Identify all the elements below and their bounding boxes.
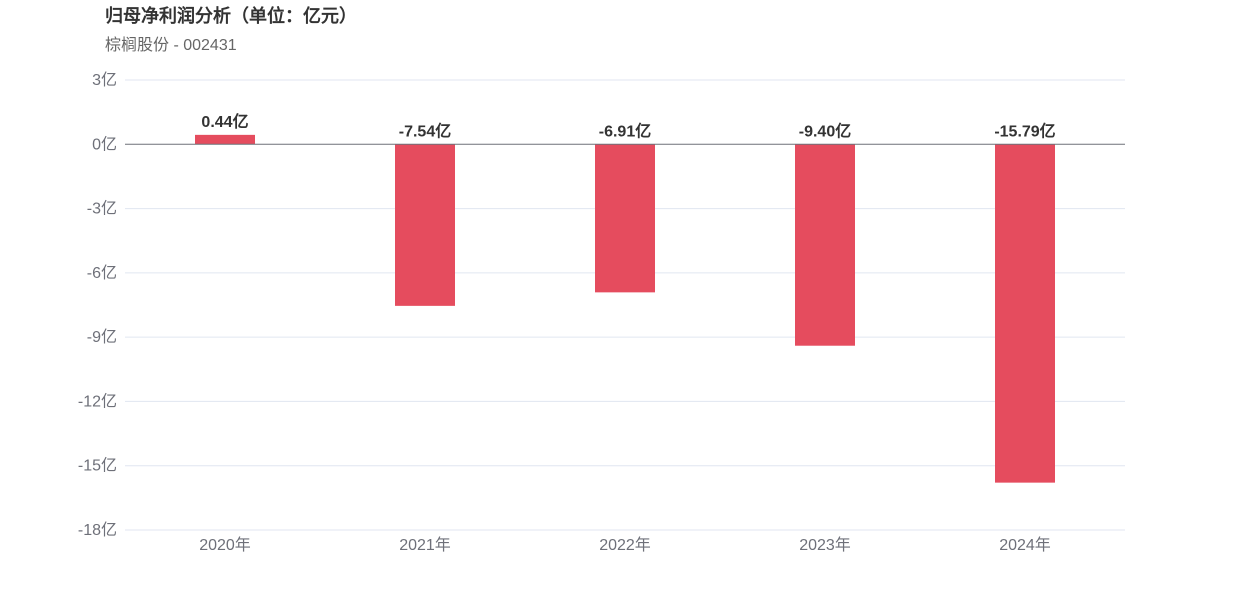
chart-title: 归母净利润分析（单位：亿元） bbox=[105, 6, 357, 26]
y-tick-label: 3亿 bbox=[92, 71, 117, 89]
bar-2021年[interactable] bbox=[395, 144, 455, 306]
grid-lines bbox=[125, 79, 1125, 531]
data-labels: 0.44亿 -7.54亿 -6.91亿 -9.40亿 -15.79亿 bbox=[201, 112, 1055, 140]
data-label: -6.91亿 bbox=[599, 121, 651, 140]
x-tick-label: 2022年 bbox=[599, 536, 651, 554]
bar-2020年[interactable] bbox=[195, 134, 255, 145]
data-label: 0.44亿 bbox=[201, 112, 248, 131]
y-tick-label: -18亿 bbox=[78, 521, 117, 539]
bar-2024年[interactable] bbox=[995, 144, 1055, 483]
data-label: -9.40亿 bbox=[799, 121, 851, 140]
chart-subtitle: 棕榈股份 - 002431 bbox=[105, 37, 237, 54]
y-tick-label: -3亿 bbox=[87, 200, 117, 218]
x-tick-label: 2021年 bbox=[399, 536, 451, 554]
y-tick-label: -9亿 bbox=[87, 328, 117, 346]
bar-2022年[interactable] bbox=[595, 144, 655, 293]
y-tick-label: -6亿 bbox=[87, 264, 117, 282]
data-label: -15.79亿 bbox=[994, 121, 1055, 140]
y-tick-label: -15亿 bbox=[78, 457, 117, 475]
x-tick-label: 2023年 bbox=[799, 536, 851, 554]
y-tick-label: 0亿 bbox=[92, 135, 117, 153]
y-tick-label: -12亿 bbox=[78, 392, 117, 410]
x-axis: 2020年 2021年 2022年 2023年 2024年 bbox=[199, 536, 1051, 554]
x-tick-label: 2024年 bbox=[999, 536, 1051, 554]
data-label: -7.54亿 bbox=[399, 121, 451, 140]
bar-2023年[interactable] bbox=[795, 144, 855, 346]
bars bbox=[195, 134, 1055, 483]
y-axis: 3亿 0亿 -3亿 -6亿 -9亿 -12亿 -15亿 -18亿 bbox=[78, 71, 117, 539]
x-tick-label: 2020年 bbox=[199, 536, 251, 554]
